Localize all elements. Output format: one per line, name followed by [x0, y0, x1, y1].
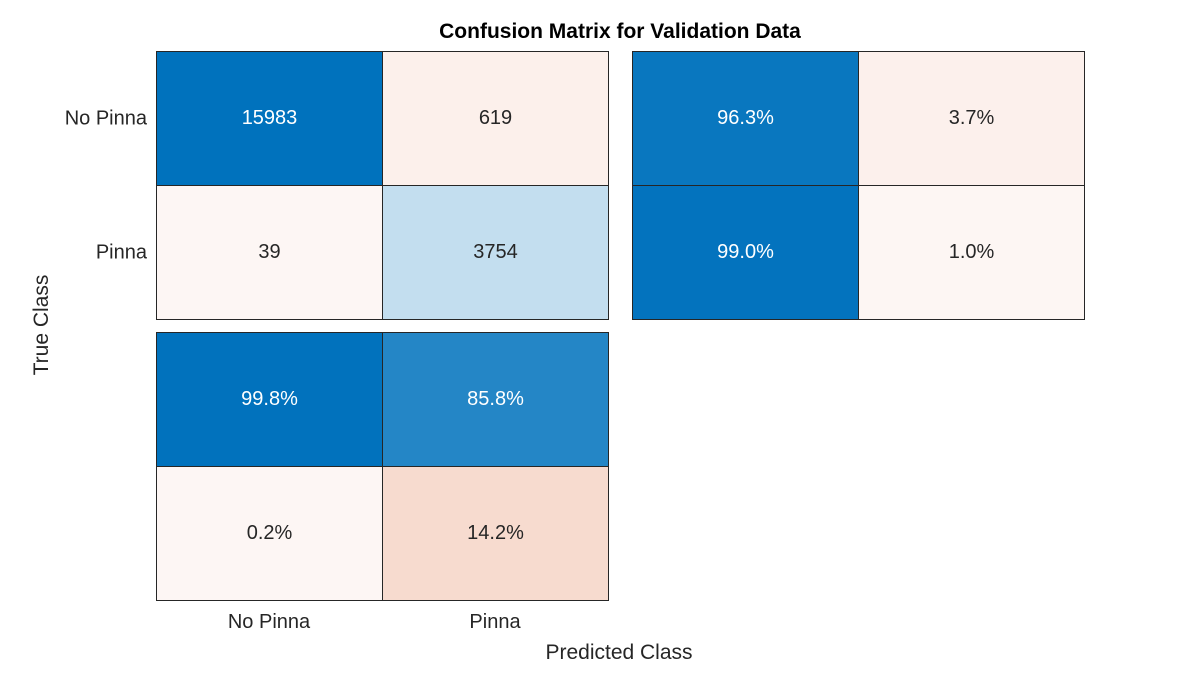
confusion-matrix-cell-r1-c1: 3754 [382, 185, 609, 320]
x-tick-label-no-pinna: No Pinna [227, 611, 311, 633]
column-summary-cell-r1-c1: 14.2% [382, 466, 609, 601]
chart-title: Confusion Matrix for Validation Data [439, 20, 801, 43]
y-axis-label: True Class [30, 274, 53, 376]
row-summary-value-label: 3.7% [948, 107, 995, 129]
x-axis-label: Predicted Class [545, 641, 693, 664]
row-summary-value-label: 1.0% [948, 241, 995, 263]
confusion-matrix-value-label: 3754 [473, 241, 518, 263]
column-summary-value-label: 99.8% [241, 388, 298, 410]
x-tick-label-pinna: Pinna [469, 611, 521, 633]
y-tick-label-no-pinna: No Pinna [64, 107, 147, 130]
confusion-matrix-value-label: 619 [478, 107, 513, 129]
column-summary-value-label: 85.8% [467, 388, 524, 410]
column-summary-cell-r0-c0: 99.8% [156, 332, 383, 467]
column-summary-cell-r1-c0: 0.2% [156, 466, 383, 601]
confusion-matrix-value-label: 39 [258, 241, 281, 263]
row-summary-value-label: 99.0% [717, 241, 774, 263]
confusion-matrix-cell-r0-c1: 619 [382, 51, 609, 186]
column-summary-value-label: 14.2% [467, 522, 524, 544]
row-summary-cell-r0-c0: 96.3% [632, 51, 859, 186]
row-summary-value-label: 96.3% [717, 107, 774, 129]
column-summary-cell-r0-c1: 85.8% [382, 332, 609, 467]
row-summary-cell-r1-c0: 99.0% [632, 185, 859, 320]
confusion-matrix-cell-r0-c0: 15983 [156, 51, 383, 186]
confusion-matrix-value-label: 15983 [241, 107, 298, 129]
confusion-matrix-cell-r1-c0: 39 [156, 185, 383, 320]
column-summary-value-label: 0.2% [246, 522, 293, 544]
row-summary-cell-r1-c1: 1.0% [858, 185, 1085, 320]
y-tick-label-pinna: Pinna [95, 241, 147, 264]
row-summary-cell-r0-c1: 3.7% [858, 51, 1085, 186]
